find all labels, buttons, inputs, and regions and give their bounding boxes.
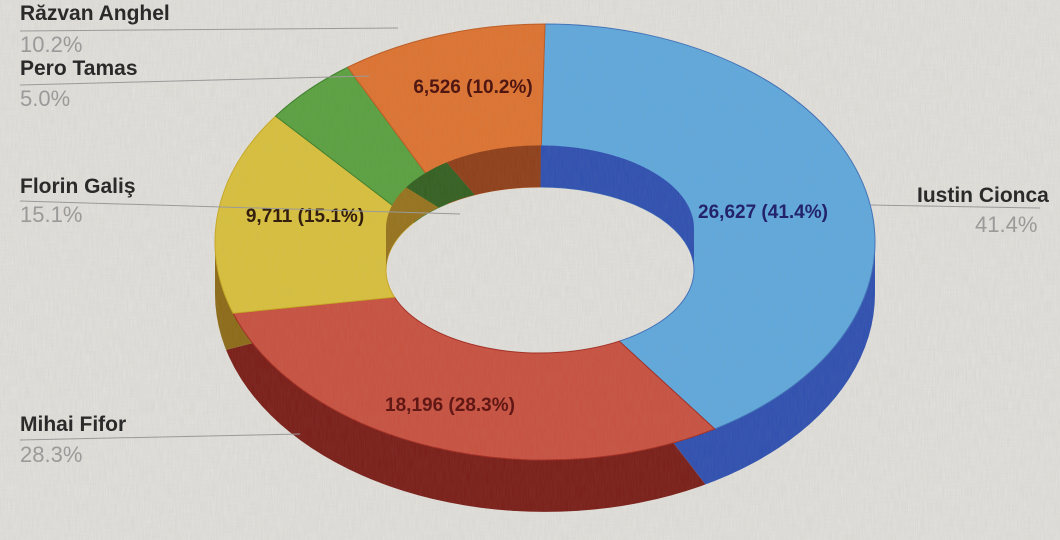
svg-text:18,196 (28.3%): 18,196 (28.3%)	[385, 395, 515, 416]
svg-text:6,526 (10.2%): 6,526 (10.2%)	[413, 77, 532, 98]
svg-text:26,627 (41.4%): 26,627 (41.4%)	[698, 202, 828, 223]
